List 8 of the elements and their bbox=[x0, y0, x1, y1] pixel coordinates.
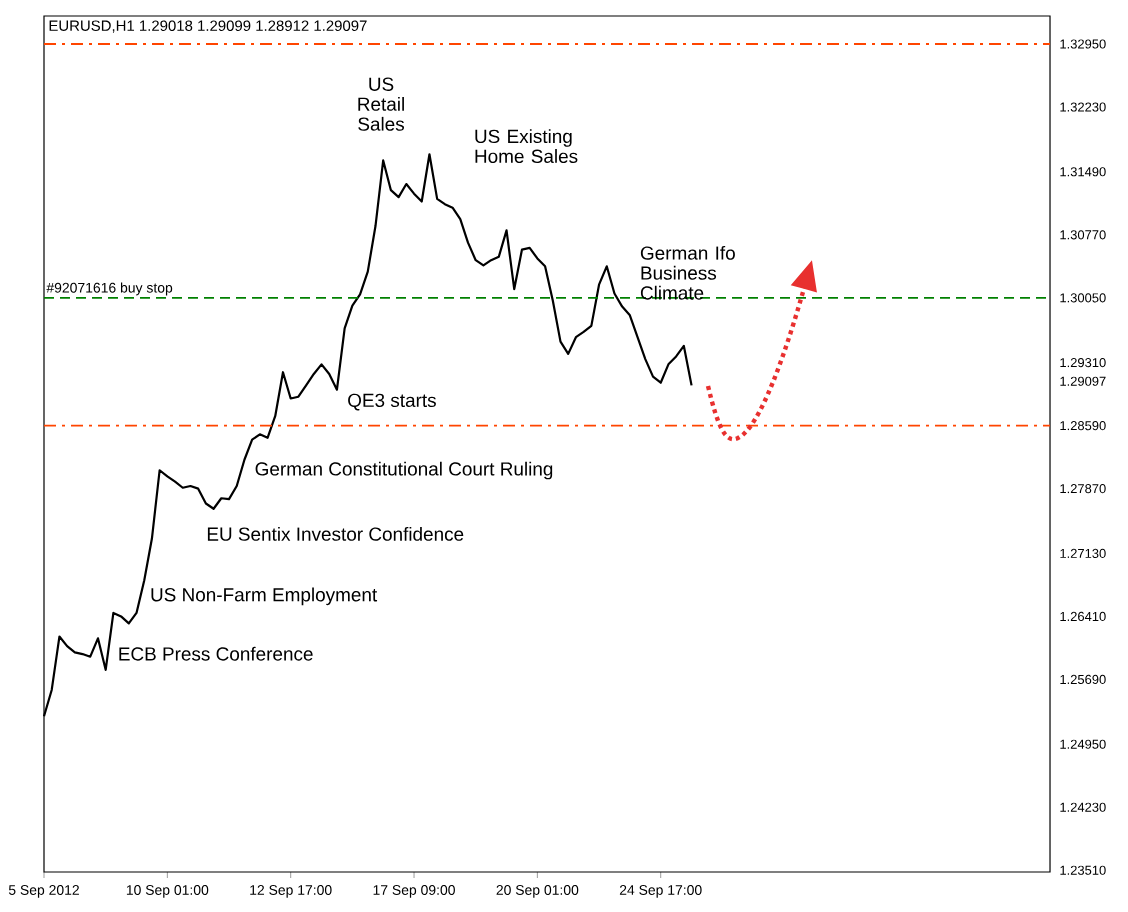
annotation: ECB Press Conference bbox=[119, 646, 313, 661]
annotation: EU Sentix Investor Confidence bbox=[207, 526, 464, 541]
annotation: German Ifo Business Climate bbox=[640, 245, 735, 300]
annotation: US Existing Home Sales bbox=[475, 129, 578, 164]
annotation: German Constitutional Court Ruling bbox=[255, 461, 553, 480]
annotation: QE3 starts bbox=[348, 393, 436, 411]
annotation: US Retail Sales bbox=[358, 77, 404, 131]
annotation: US Non-Farm Employment bbox=[151, 587, 378, 606]
